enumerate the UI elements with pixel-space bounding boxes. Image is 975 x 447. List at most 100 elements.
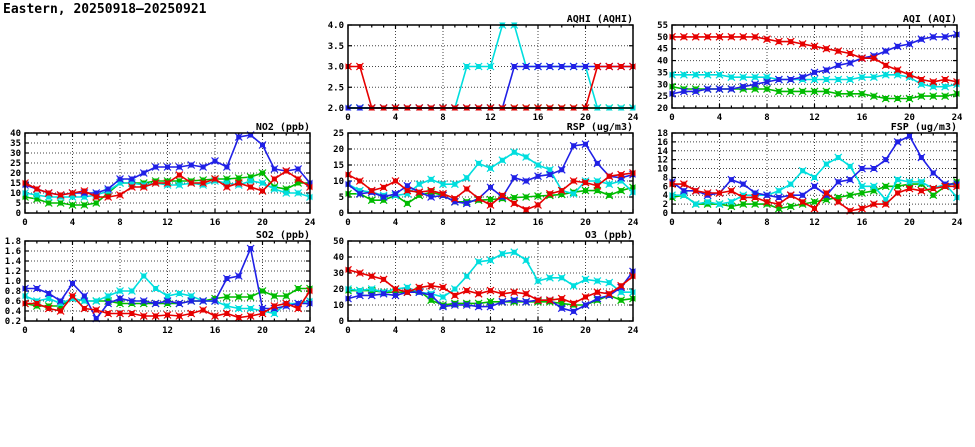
y-tick-label: 12	[657, 156, 668, 166]
y-tick-label: 10	[657, 165, 668, 175]
y-tick-label: 6	[663, 182, 668, 192]
y-tick-label: 18	[657, 129, 668, 139]
chart-title: AQHI (AQHI)	[567, 14, 633, 25]
x-tick-label: 24	[628, 113, 639, 123]
aqhi-plot: AQHI (AQHI) 2.0 2.5 3.0 3.5 4.0 0 4 8 12 16 20 24	[328, 14, 639, 123]
no2-chart: NO2 (ppb) 0 5 10 15 20 25 30 35 40 0 4 8 12 16 20 24	[1, 120, 320, 232]
x-tick-label: 4	[717, 218, 723, 228]
x-tick-label: 20	[257, 326, 268, 336]
y-tick-label: 25	[10, 159, 21, 169]
y-tick-label: 40	[657, 57, 668, 67]
so2-plot: SO2 (ppb) 0.20.40.60.81.01.21.41.61.8 0 4 8…	[5, 230, 316, 336]
y-tick-label: 1.4	[5, 257, 22, 267]
x-tick-label: 4	[393, 326, 399, 336]
x-tick-label: 24	[628, 326, 639, 336]
y-tick-label: 0	[339, 317, 344, 327]
o3-chart: O3 (ppb) 0 10 20 30 40 50 0 4 8 12 16 20 24	[324, 228, 643, 340]
x-tick-label: 0	[22, 326, 27, 336]
y-tick-label: 0	[663, 209, 668, 219]
series-red	[345, 265, 636, 308]
x-tick-label: 8	[117, 326, 122, 336]
y-tick-label: 30	[10, 149, 21, 159]
x-tick-label: 16	[857, 218, 868, 228]
x-tick-label: 8	[117, 218, 122, 228]
series-group	[345, 248, 636, 316]
y-tick-label: 20	[333, 145, 344, 155]
y-tick-label: 14	[657, 147, 668, 157]
y-tick-label: 8	[663, 173, 668, 183]
x-tick-label: 0	[669, 113, 674, 123]
rsp-plot-content: 0 5 10 15 20 25 0 4 8 12 16 20 24	[333, 129, 639, 228]
rsp-plot: RSP (ug/m3) 0 5 10 15 20 25 0 4 8 12 16 20 24	[333, 122, 639, 228]
y-tick-label: 0.6	[5, 297, 21, 307]
y-tick-label: 15	[10, 179, 21, 189]
x-tick-label: 16	[857, 113, 868, 123]
series-group	[22, 244, 313, 323]
aqi-chart: AQI (AQI) 20 25 30 35 40 45 50 55 0 4 8 12 16 20 24	[648, 12, 967, 127]
y-tick-label: 20	[657, 104, 668, 114]
x-tick-label: 20	[580, 326, 591, 336]
x-tick-label: 8	[440, 113, 445, 123]
y-tick-label: 35	[657, 68, 668, 78]
chart-title: NO2 (ppb)	[256, 122, 310, 133]
fsp-chart: FSP (ug/m3) 0 2 4 6 8 10 12 14 16 18 0 4 8 12 16 20 24	[648, 120, 967, 232]
so2-plot-content: 0.20.40.60.81.01.21.41.61.8 0 4 8 12 16 20 24	[5, 237, 316, 336]
y-tick-label: 1.6	[5, 247, 21, 257]
y-tick-label: 1.0	[5, 277, 21, 287]
x-tick-label: 4	[393, 113, 399, 123]
y-tick-label: 30	[333, 269, 344, 279]
series-red	[345, 169, 636, 214]
chart-title: O3 (ppb)	[585, 230, 633, 241]
series-group	[669, 30, 960, 103]
series-group	[669, 132, 960, 215]
x-tick-label: 16	[533, 326, 544, 336]
x-tick-label: 12	[162, 218, 173, 228]
y-tick-label: 25	[657, 92, 668, 102]
o3-plot: O3 (ppb) 0 10 20 30 40 50 0 4 8 12 16 20 24	[333, 230, 639, 336]
x-tick-label: 4	[70, 326, 76, 336]
x-tick-label: 4	[70, 218, 76, 228]
x-tick-label: 8	[764, 113, 769, 123]
y-tick-label: 10	[333, 177, 344, 187]
x-tick-label: 20	[580, 218, 591, 228]
y-tick-label: 50	[333, 237, 344, 247]
x-tick-label: 12	[485, 218, 496, 228]
y-tick-label: 45	[657, 45, 668, 55]
y-tick-label: 30	[657, 80, 668, 90]
chart-title: SO2 (ppb)	[256, 230, 310, 241]
y-tick-label: 4	[663, 191, 669, 201]
y-tick-label: 20	[10, 169, 21, 179]
y-tick-label: 0.8	[5, 287, 21, 297]
rsp-chart: RSP (ug/m3) 0 5 10 15 20 25 0 4 8 12 16 20 24	[324, 120, 643, 232]
y-tick-label: 40	[10, 129, 21, 139]
x-tick-label: 8	[764, 218, 769, 228]
x-tick-label: 12	[809, 218, 820, 228]
y-tick-label: 3.5	[328, 42, 344, 52]
y-tick-label: 1.2	[5, 267, 21, 277]
x-tick-label: 0	[345, 326, 350, 336]
x-tick-label: 12	[485, 326, 496, 336]
series-red	[22, 167, 313, 201]
y-tick-label: 4.0	[328, 21, 344, 31]
y-tick-label: 2	[663, 200, 668, 210]
y-tick-label: 16	[657, 138, 668, 148]
x-tick-label: 16	[210, 326, 221, 336]
chart-title: FSP (ug/m3)	[891, 122, 957, 133]
chart-title: AQI (AQI)	[903, 14, 957, 25]
y-tick-label: 0.4	[5, 307, 22, 317]
y-tick-label: 1.8	[5, 237, 21, 247]
x-tick-label: 8	[440, 326, 445, 336]
x-tick-label: 24	[628, 218, 639, 228]
y-tick-label: 35	[10, 139, 21, 149]
x-tick-label: 24	[952, 113, 963, 123]
series-red	[22, 287, 313, 322]
y-tick-label: 2.0	[328, 104, 344, 114]
y-tick-label: 5	[16, 199, 21, 209]
x-tick-label: 24	[305, 218, 316, 228]
y-tick-label: 50	[657, 33, 668, 43]
